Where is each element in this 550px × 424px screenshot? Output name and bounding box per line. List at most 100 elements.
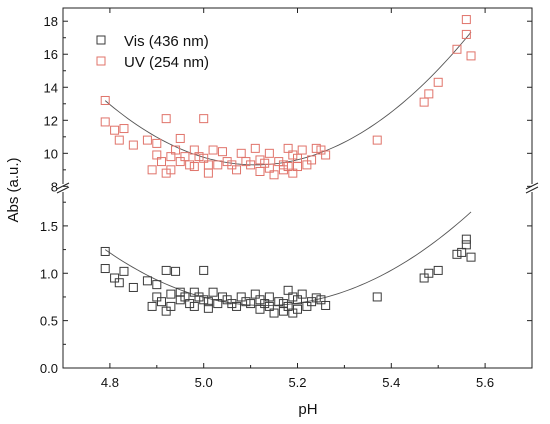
data-point-vis [194, 292, 204, 302]
data-point-uv [114, 135, 124, 145]
data-point-uv [274, 157, 284, 167]
data-point-vis [161, 265, 171, 275]
data-point-uv [166, 152, 176, 162]
data-point-vis [255, 304, 265, 314]
x-tick-label: 4.8 [101, 375, 119, 390]
fit-curve-uv [104, 31, 472, 166]
data-point-vis [213, 299, 223, 309]
data-point-vis [142, 276, 152, 286]
data-point-vis [161, 306, 171, 316]
axis-break-mask-left [57, 184, 69, 192]
data-point-uv [372, 135, 382, 145]
data-point-vis [100, 246, 110, 256]
data-point-uv [255, 166, 265, 176]
data-point-vis [250, 289, 260, 299]
data-point-uv [461, 29, 471, 39]
legend: Vis (436 nm) UV (254 nm) [96, 33, 209, 71]
legend-label-uv: UV (254 nm) [124, 54, 209, 71]
data-point-uv [222, 157, 232, 167]
y-tick-label-lower: 1.0 [40, 266, 58, 281]
data-point-vis [166, 289, 176, 299]
data-point-vis [208, 287, 218, 297]
data-point-uv [171, 145, 181, 155]
y-tick-label-lower: 0.0 [40, 361, 58, 376]
data-point-uv [307, 155, 317, 165]
data-point-uv [433, 77, 443, 87]
data-point-uv [199, 153, 209, 163]
data-point-uv [227, 160, 237, 170]
data-point-vis [283, 285, 293, 295]
legend-marker-vis [96, 35, 106, 45]
data-point-uv [152, 150, 162, 160]
data-point-vis [452, 249, 462, 259]
data-point-uv [260, 158, 270, 168]
data-point-uv [255, 155, 265, 165]
data-point-vis [199, 265, 209, 275]
data-point-vis [217, 292, 227, 302]
data-point-uv [278, 165, 288, 175]
axis-break-mark-right [525, 186, 539, 194]
data-point-vis [419, 273, 429, 283]
data-point-vis [189, 301, 199, 311]
data-point-vis [461, 234, 471, 244]
data-point-vis [293, 295, 302, 305]
data-point-vis [372, 292, 382, 302]
data-point-vis [152, 292, 162, 302]
x-tick-label: 5.2 [288, 375, 306, 390]
data-point-vis [278, 306, 288, 316]
data-point-uv [293, 153, 302, 163]
data-point-uv [119, 124, 129, 134]
data-point-uv [316, 145, 326, 155]
data-point-vis [128, 282, 138, 292]
data-point-vis [278, 299, 288, 309]
data-point-vis [175, 295, 185, 305]
data-point-vis [466, 252, 476, 262]
data-point-uv [293, 162, 302, 172]
data-point-uv [321, 150, 331, 160]
legend-label-vis: Vis (436 nm) [124, 33, 209, 50]
data-point-vis [152, 280, 162, 290]
data-point-vis [316, 295, 326, 305]
data-point-vis [185, 299, 195, 309]
data-point-vis [311, 293, 321, 303]
x-axis-title: pH [298, 401, 317, 418]
data-point-uv [100, 117, 110, 127]
data-point-vis [264, 292, 274, 302]
data-point-uv [166, 165, 176, 175]
data-point-uv [110, 125, 120, 135]
data-point-uv [208, 145, 218, 155]
x-tick-label: 5.4 [382, 375, 400, 390]
data-point-uv [302, 160, 312, 170]
data-point-vis [302, 301, 312, 311]
data-point-uv [288, 150, 298, 160]
data-point-uv [128, 140, 138, 150]
x-tick-label: 5.6 [476, 375, 494, 390]
data-point-vis [246, 299, 256, 309]
data-point-uv [264, 148, 274, 158]
fit-curves [104, 31, 472, 306]
data-point-vis [199, 295, 209, 305]
data-point-uv [241, 157, 251, 167]
data-point-vis [288, 292, 298, 302]
data-point-uv [269, 170, 279, 180]
data-point-uv [189, 145, 199, 155]
data-point-vis [433, 265, 443, 275]
data-point-vis [147, 301, 157, 311]
y-tick-label-upper: 16 [44, 47, 58, 62]
data-point-uv [152, 138, 162, 148]
data-point-uv [246, 160, 256, 170]
data-point-uv [213, 160, 223, 170]
axis-break-mask-right [526, 184, 538, 192]
data-point-vis [203, 303, 213, 313]
data-point-vis [189, 287, 199, 297]
data-point-vis [114, 278, 124, 288]
x-tick-label: 5.0 [195, 375, 213, 390]
data-point-vis [241, 297, 251, 307]
y-tick-label-upper: 18 [44, 14, 58, 29]
data-point-uv [424, 89, 434, 99]
data-point-uv [147, 165, 157, 175]
data-point-uv [466, 51, 476, 61]
legend-marker-uv [96, 56, 106, 66]
data-point-vis [203, 297, 213, 307]
